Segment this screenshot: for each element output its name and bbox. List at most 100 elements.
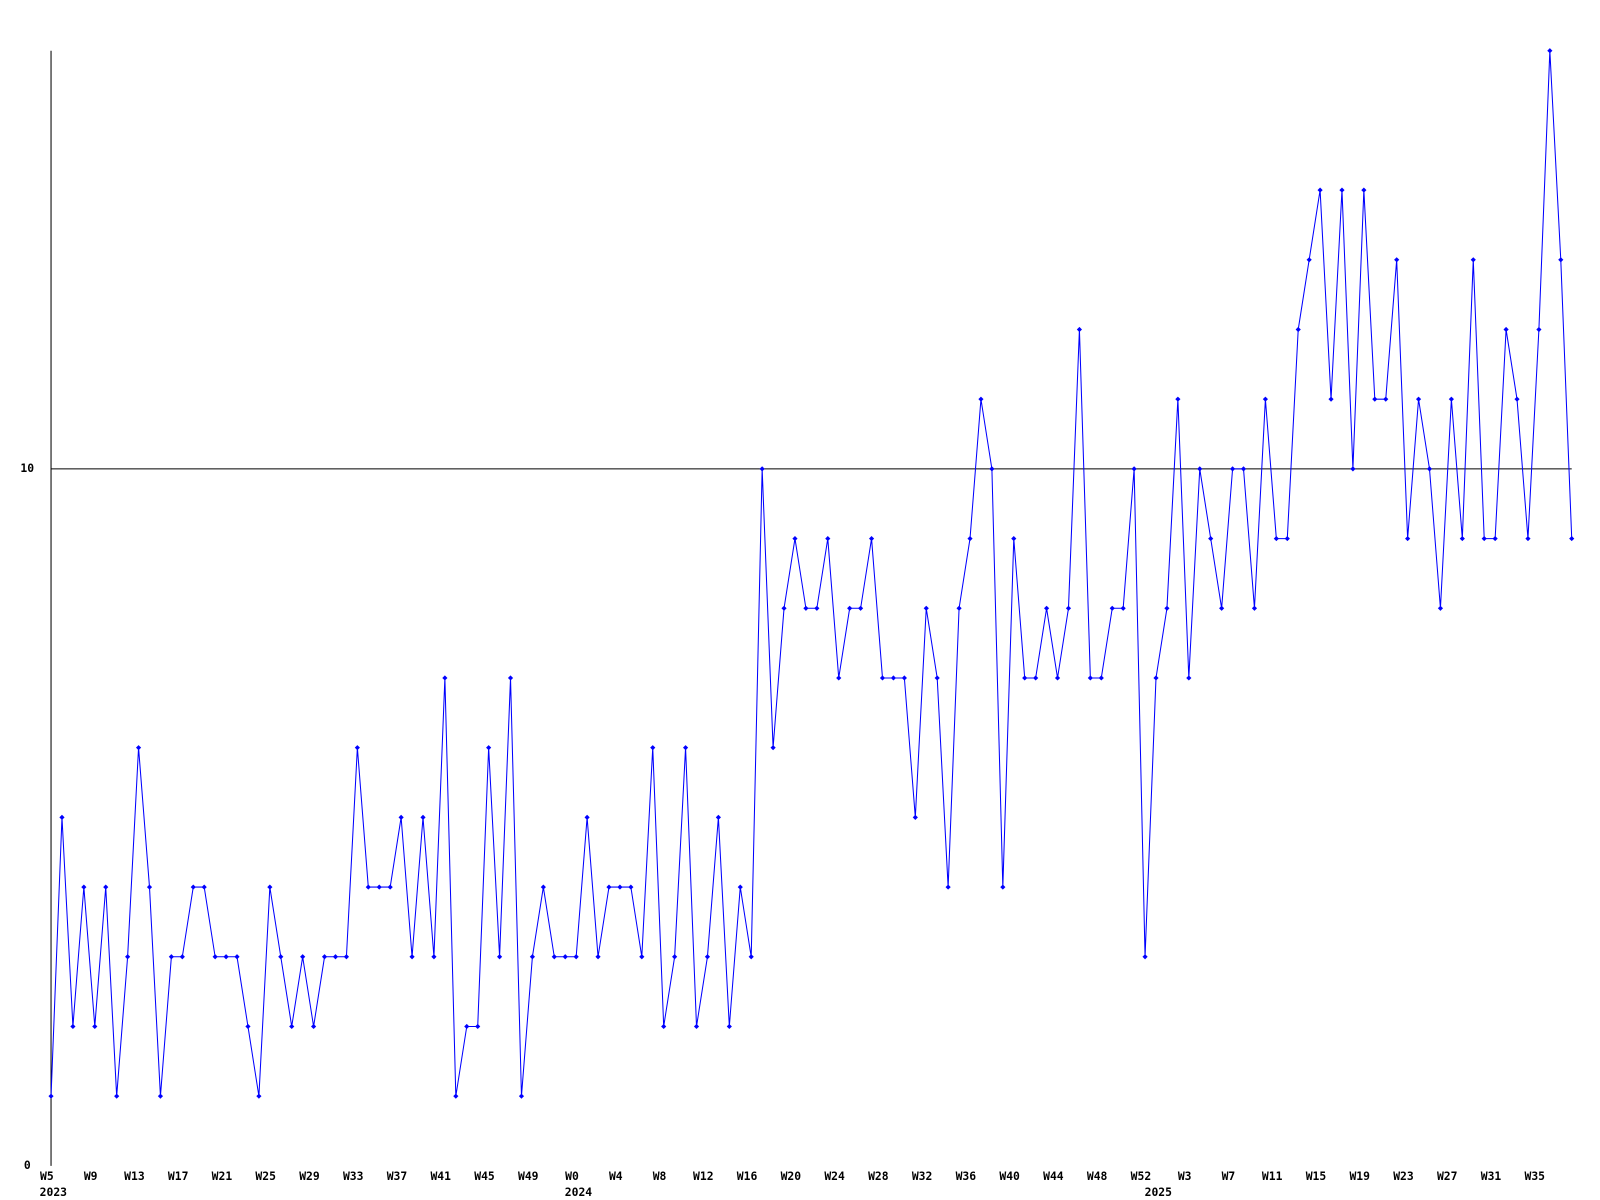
- data-point: [114, 1093, 120, 1099]
- data-point: [967, 535, 973, 542]
- data-point: [1164, 605, 1170, 611]
- data-point: [737, 884, 743, 890]
- x-tick-label: W20: [781, 1169, 802, 1183]
- data-point: [442, 675, 448, 681]
- data-point: [1120, 605, 1126, 611]
- data-point: [1481, 535, 1487, 542]
- data-point: [868, 535, 875, 542]
- data-point: [1306, 257, 1312, 263]
- data-point: [912, 814, 918, 820]
- data-point: [354, 745, 360, 751]
- data-point: [179, 954, 185, 960]
- data-point: [715, 814, 721, 820]
- data-point: [1087, 675, 1093, 681]
- data-point: [1033, 675, 1039, 681]
- data-point: [1503, 326, 1509, 333]
- data-point: [278, 954, 284, 960]
- data-point: [1470, 257, 1476, 263]
- year-label: 2024: [565, 1185, 593, 1199]
- data-point: [748, 954, 754, 960]
- data-point: [573, 954, 579, 960]
- data-point: [1208, 535, 1214, 542]
- data-point: [92, 1023, 98, 1030]
- x-tick-label: W37: [387, 1169, 408, 1183]
- data-point: [1262, 396, 1268, 402]
- data-point: [201, 884, 207, 890]
- data-point: [1525, 535, 1531, 542]
- data-point: [978, 396, 984, 402]
- data-point: [1394, 257, 1400, 263]
- x-tick-label: W23: [1393, 1169, 1414, 1183]
- data-point: [1492, 535, 1498, 542]
- x-tick-label: W3: [1178, 1169, 1192, 1183]
- data-point: [1426, 466, 1433, 472]
- data-point: [540, 884, 546, 890]
- data-point: [1131, 466, 1137, 472]
- data-point: [59, 814, 65, 820]
- data-point: [814, 605, 820, 611]
- data-point: [168, 954, 174, 960]
- x-tick-label: W5: [40, 1169, 54, 1183]
- data-point: [650, 745, 656, 751]
- data-point: [70, 1023, 76, 1030]
- x-tick-label: W29: [299, 1169, 320, 1183]
- data-point: [1065, 605, 1072, 611]
- data-point: [606, 884, 612, 890]
- data-point: [1240, 466, 1247, 472]
- data-point: [1098, 675, 1104, 681]
- data-point: [770, 745, 776, 751]
- data-point: [1547, 48, 1553, 54]
- data-point: [1448, 396, 1454, 402]
- data-point: [343, 954, 350, 960]
- data-point: [431, 954, 437, 960]
- data-point: [672, 954, 678, 960]
- data-point: [1273, 535, 1279, 542]
- data-point: [1109, 605, 1115, 611]
- data-point: [1022, 675, 1028, 681]
- x-tick-label: W21: [212, 1169, 233, 1183]
- data-point: [464, 1023, 470, 1030]
- data-point: [1372, 396, 1378, 402]
- data-point: [1514, 396, 1520, 402]
- x-tick-label: W27: [1437, 1169, 1458, 1183]
- data-point: [1219, 605, 1225, 611]
- x-tick-label: W28: [868, 1169, 889, 1183]
- data-point: [836, 675, 842, 681]
- data-point: [1284, 535, 1290, 542]
- data-point: [135, 745, 142, 751]
- year-label: 2025: [1145, 1185, 1173, 1199]
- data-point: [300, 954, 306, 960]
- data-point: [858, 605, 864, 611]
- x-tick-label: W24: [824, 1169, 845, 1183]
- data-point: [48, 1093, 54, 1099]
- data-point: [1076, 326, 1083, 333]
- data-point: [103, 884, 109, 890]
- data-point: [803, 605, 809, 611]
- data-point: [1361, 187, 1367, 193]
- x-tick-label: W48: [1087, 1169, 1108, 1183]
- data-point: [639, 954, 645, 960]
- data-point: [1558, 257, 1564, 263]
- data-point: [1000, 884, 1006, 890]
- data-point: [1153, 675, 1159, 681]
- data-point: [1175, 396, 1181, 402]
- data-point: [1437, 605, 1444, 611]
- data-point: [661, 1023, 667, 1030]
- x-tick-label: W44: [1043, 1169, 1064, 1183]
- data-point: [781, 605, 787, 611]
- data-point: [212, 954, 218, 960]
- data-point: [1142, 954, 1148, 960]
- data-point: [1317, 187, 1323, 193]
- data-point: [453, 1093, 459, 1099]
- data-point: [223, 954, 229, 960]
- data-point: [1415, 396, 1422, 402]
- data-point: [989, 466, 995, 472]
- data-point: [529, 954, 535, 960]
- data-point: [901, 675, 907, 681]
- data-point: [584, 814, 590, 820]
- x-tick-label: W9: [84, 1169, 98, 1183]
- data-point: [1186, 675, 1192, 681]
- data-point: [1383, 396, 1389, 402]
